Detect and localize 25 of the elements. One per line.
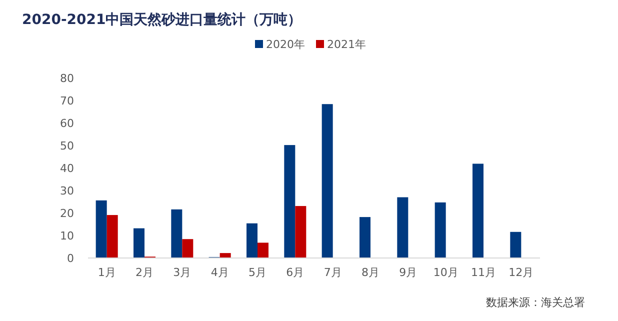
y-tick-label: 0 <box>67 252 74 265</box>
y-tick-label: 60 <box>60 117 74 130</box>
y-tick-label: 70 <box>60 94 74 108</box>
legend-label: 2020年 <box>266 38 305 51</box>
y-tick-label: 40 <box>60 162 74 175</box>
y-tick-label: 20 <box>60 207 74 220</box>
source-note: 数据来源：海关总署 <box>486 296 585 309</box>
y-tick-label: 10 <box>60 230 74 242</box>
x-tick-label: 5月 <box>248 266 266 279</box>
x-tick-label: 1月 <box>98 266 116 279</box>
x-tick-label: 2月 <box>136 266 154 279</box>
y-tick-label: 50 <box>60 140 74 152</box>
y-tick-label: 80 <box>60 72 74 85</box>
x-tick-label: 10月 <box>433 266 458 279</box>
x-tick-label: 11月 <box>471 266 496 279</box>
x-tick-label: 4月 <box>210 266 229 279</box>
x-tick-label: 6月 <box>286 266 304 279</box>
x-tick-label: 7月 <box>324 266 342 279</box>
y-tick-label: 30 <box>60 184 74 198</box>
chart-title: 2020-2021中国天然砂进口量统计（万吨） <box>22 11 302 28</box>
legend-label: 2021年 <box>327 38 366 51</box>
x-tick-label: 12月 <box>508 266 534 279</box>
x-tick-label: 9月 <box>399 266 418 279</box>
x-tick-label: 8月 <box>362 266 380 279</box>
x-tick-label: 3月 <box>173 266 192 279</box>
